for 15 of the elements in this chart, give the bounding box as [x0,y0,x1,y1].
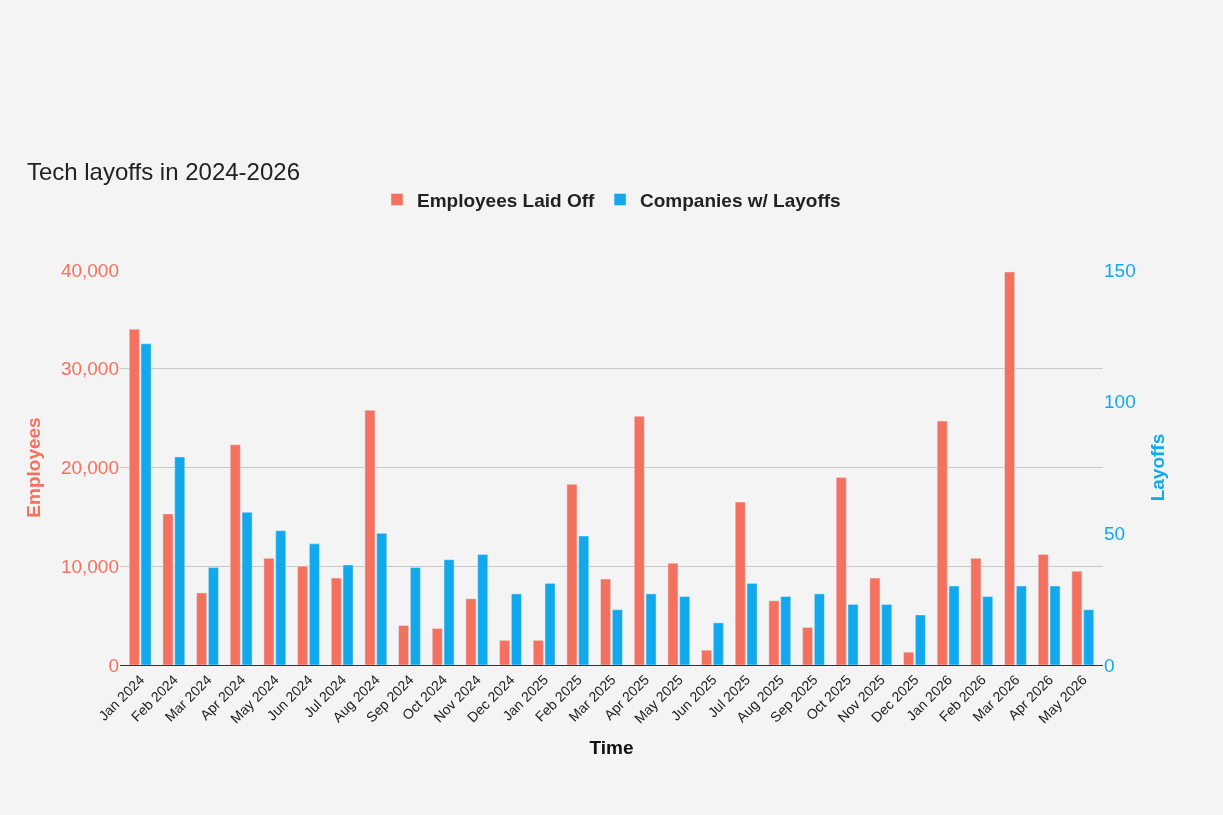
chart-title: Tech layoffs in 2024-2026 [26,158,300,185]
legend-label: Employees Laid Off [417,189,596,211]
y2-tick-label: 50 [1104,522,1126,544]
x-axis-title: Time [589,737,634,759]
y-axis-title: Employees [22,417,44,518]
y2-tick-label: 100 [1104,391,1136,413]
y-tick-label: 30,000 [60,358,119,380]
y2-axis-title: Layoffs [1146,433,1168,502]
y-tick-label: 40,000 [60,259,119,281]
y2-tick-label: 0 [1104,654,1115,676]
y-tick-label: 10,000 [60,555,119,577]
legend-label: Companies w/ Layoffs [640,189,841,211]
y-tick-label: 0 [108,654,119,676]
y-tick-label: 20,000 [60,457,119,479]
y2-tick-label: 150 [1104,259,1136,281]
